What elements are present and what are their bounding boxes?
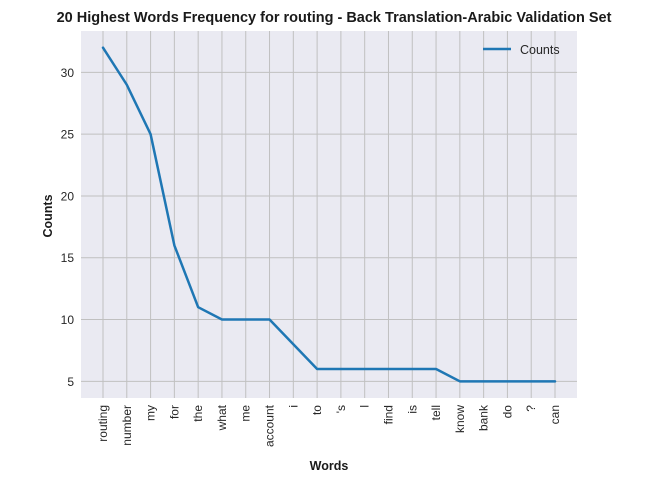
y-tick-label: 30	[61, 66, 75, 80]
grid-lines	[81, 31, 577, 398]
x-tick-label: my	[144, 405, 158, 421]
x-tick-label: 's	[334, 405, 348, 413]
x-tick-label: find	[381, 405, 395, 424]
x-tick-label: can	[548, 405, 562, 424]
x-tick-label: the	[191, 405, 205, 422]
y-axis-ticks: 5 10 15 20 25 30	[61, 66, 75, 389]
x-tick-label: tell	[429, 405, 443, 420]
legend-label-counts: Counts	[520, 43, 560, 57]
x-tick-label: know	[453, 405, 467, 433]
y-tick-label: 10	[61, 313, 75, 327]
x-tick-label: to	[310, 405, 324, 415]
y-tick-label: 20	[61, 189, 75, 203]
y-tick-label: 15	[61, 251, 75, 265]
legend: Counts	[483, 43, 560, 57]
x-tick-label: i	[286, 405, 300, 408]
x-tick-label: l	[358, 405, 372, 408]
x-tick-label: me	[239, 405, 253, 422]
x-tick-label: bank	[477, 404, 491, 431]
plot-area	[81, 31, 577, 398]
x-axis-ticks: routing number my for the what me account i to 's l…	[96, 404, 562, 447]
y-axis-label: Counts	[41, 194, 55, 237]
y-tick-label: 25	[61, 128, 75, 142]
y-tick-label: 5	[67, 375, 74, 389]
x-tick-label: number	[120, 405, 134, 446]
x-tick-label: what	[215, 404, 229, 431]
chart-title: 20 Highest Words Frequency for routing -…	[57, 10, 612, 26]
x-tick-label: do	[500, 405, 514, 419]
x-tick-label: is	[405, 405, 419, 414]
x-tick-label: account	[263, 404, 277, 447]
x-tick-label: ?	[524, 405, 538, 412]
x-axis-label: Words	[310, 459, 349, 473]
x-tick-label: routing	[96, 405, 110, 442]
series-line-counts	[101, 46, 557, 383]
x-tick-label: for	[167, 405, 181, 419]
series-layer	[101, 46, 557, 383]
